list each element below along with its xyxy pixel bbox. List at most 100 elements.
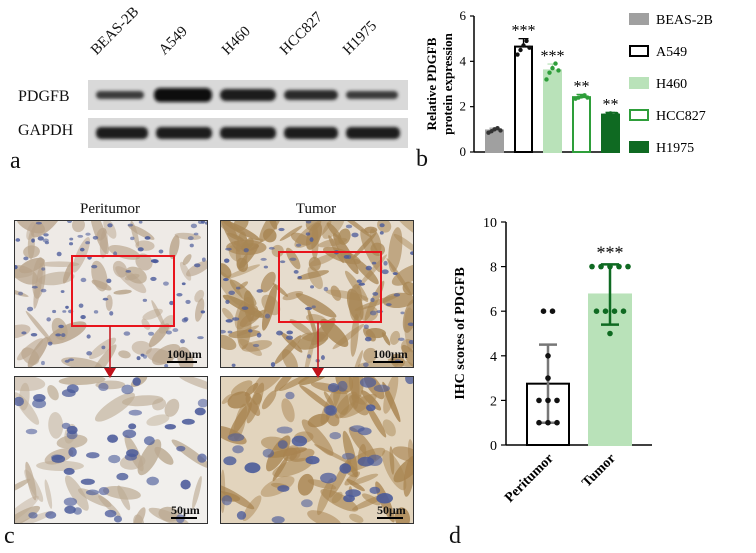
nucleus [68, 358, 75, 362]
stroma [366, 404, 387, 438]
stroma [260, 475, 295, 497]
nucleus [339, 463, 352, 474]
nucleus [343, 494, 355, 503]
nucleus [150, 259, 158, 263]
nucleus [197, 336, 204, 340]
nucleus [243, 248, 249, 253]
ihc-image-peritumor-overview: 100μm [14, 220, 208, 368]
nucleus [271, 516, 285, 523]
nucleus [286, 330, 293, 335]
stroma [224, 264, 261, 280]
nucleus [15, 396, 24, 407]
x-tick-label: Peritumor [502, 451, 557, 506]
nucleus [180, 479, 191, 490]
nucleus [18, 291, 24, 296]
nucleus [227, 433, 245, 442]
stroma [221, 484, 255, 510]
significance-label: ** [603, 96, 619, 113]
stroma [360, 229, 383, 273]
stroma [314, 444, 352, 465]
nucleus [244, 462, 261, 474]
data-point [611, 308, 618, 314]
nucleus [185, 299, 191, 305]
stroma [244, 382, 259, 397]
nucleus [130, 236, 135, 241]
nucleus [164, 363, 169, 367]
nucleus [285, 335, 293, 340]
data-point [549, 308, 556, 314]
nucleus [297, 276, 302, 279]
nucleus [158, 249, 164, 254]
stroma [240, 238, 264, 248]
nucleus [121, 384, 134, 395]
stroma [261, 294, 281, 316]
nucleus [383, 260, 388, 266]
nucleus [295, 243, 302, 247]
data-point [554, 397, 560, 404]
stroma [233, 403, 247, 441]
nucleus [223, 278, 229, 282]
nucleus [276, 426, 293, 434]
band [220, 89, 276, 101]
stroma [328, 235, 344, 264]
band [156, 127, 212, 139]
ihc-title-tumor: Tumor [295, 201, 337, 217]
bar-H460 [543, 69, 562, 153]
nucleus [85, 489, 99, 496]
nucleus [365, 404, 376, 412]
zoom-arrow-head [104, 368, 116, 378]
nucleus [78, 303, 84, 308]
nucleus [107, 434, 119, 443]
nucleus [236, 511, 247, 520]
nucleus [231, 363, 236, 367]
y-tick-label: 6 [460, 8, 467, 23]
nucleus [363, 362, 369, 367]
nucleus [264, 313, 271, 319]
nucleus [169, 300, 174, 306]
stroma [307, 479, 337, 490]
nucleus [80, 277, 87, 283]
stroma [25, 310, 54, 344]
nucleus [276, 330, 283, 336]
nucleus [225, 247, 232, 251]
y-axis-label: IHC scores of PDGFB [453, 267, 468, 399]
nucleus [93, 310, 99, 314]
nucleus [45, 511, 57, 519]
nucleus [55, 333, 62, 337]
stroma [263, 228, 277, 243]
nucleus [92, 235, 99, 240]
stroma [307, 266, 323, 290]
stroma [47, 385, 59, 401]
stroma [192, 475, 202, 509]
nucleus [346, 254, 352, 260]
nucleus [80, 315, 86, 320]
stroma [401, 344, 413, 367]
legend-label: BEAS-2B [656, 13, 713, 28]
stroma [278, 377, 314, 391]
nucleus [86, 334, 91, 339]
nucleus [132, 377, 141, 386]
nucleus [370, 297, 375, 303]
scale-bar [373, 361, 403, 363]
nucleus [232, 445, 244, 454]
nucleus [181, 317, 188, 323]
nucleus [142, 354, 148, 359]
data-point [536, 419, 542, 426]
legend-label: A549 [656, 45, 687, 60]
panel-letter-b: b [416, 146, 428, 172]
nucleus [69, 242, 74, 246]
stroma [353, 258, 379, 285]
nucleus [363, 324, 369, 329]
stroma [72, 237, 91, 273]
nucleus [376, 493, 393, 504]
nucleus [108, 454, 121, 464]
nucleus [176, 445, 186, 452]
nucleus [189, 243, 194, 248]
stroma [332, 324, 365, 350]
data-point [593, 308, 600, 314]
nucleus [25, 428, 38, 435]
stroma [386, 258, 413, 297]
nucleus [181, 282, 186, 286]
nucleus [369, 310, 377, 316]
